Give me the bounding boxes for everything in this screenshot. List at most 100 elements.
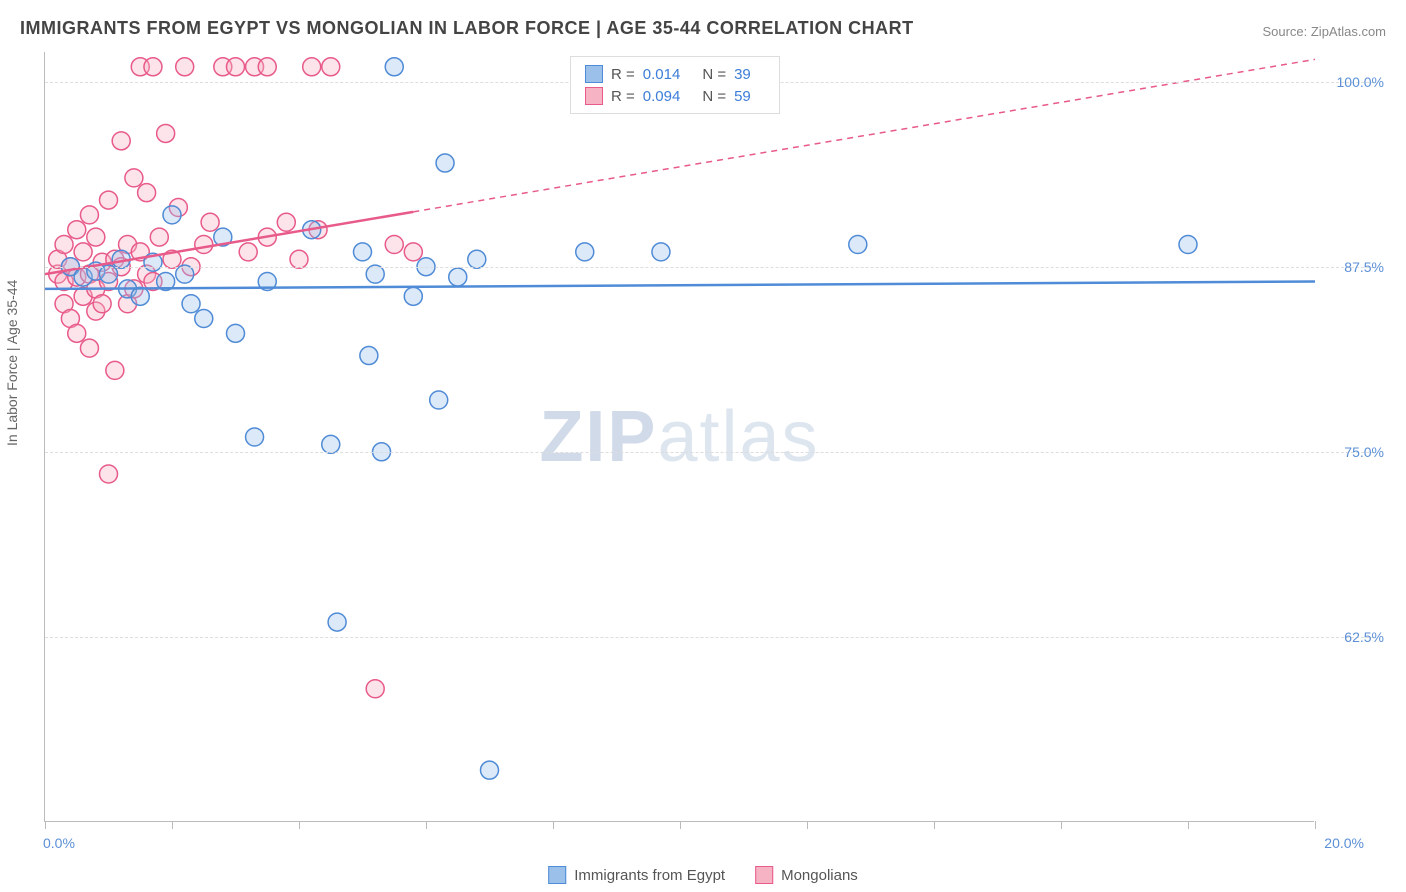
data-point bbox=[366, 265, 384, 283]
data-point bbox=[80, 206, 98, 224]
data-point bbox=[227, 58, 245, 76]
data-point bbox=[849, 236, 867, 254]
x-tick bbox=[934, 821, 935, 829]
x-tick bbox=[807, 821, 808, 829]
scatter-svg bbox=[45, 52, 1375, 822]
gridline bbox=[45, 267, 1374, 268]
data-point bbox=[360, 347, 378, 365]
data-point bbox=[328, 613, 346, 631]
x-tick bbox=[45, 821, 46, 829]
correlation-legend: R = 0.014 N = 39 R = 0.094 N = 59 bbox=[570, 56, 780, 114]
data-point bbox=[93, 295, 111, 313]
x-axis-max-label: 20.0% bbox=[1324, 835, 1364, 851]
data-point bbox=[385, 236, 403, 254]
y-axis-title: In Labor Force | Age 35-44 bbox=[4, 280, 20, 446]
gridline bbox=[45, 452, 1374, 453]
data-point bbox=[68, 221, 86, 239]
n-value-mongolian: 59 bbox=[734, 88, 751, 105]
data-point bbox=[1179, 236, 1197, 254]
data-point bbox=[163, 206, 181, 224]
data-point bbox=[106, 361, 124, 379]
data-point bbox=[87, 228, 105, 246]
data-point bbox=[80, 339, 98, 357]
legend-swatch-egypt bbox=[585, 65, 603, 83]
y-tick-label: 75.0% bbox=[1344, 444, 1384, 460]
trendline-solid bbox=[45, 282, 1315, 289]
data-point bbox=[100, 191, 118, 209]
data-point bbox=[449, 268, 467, 286]
x-tick bbox=[1061, 821, 1062, 829]
data-point bbox=[112, 132, 130, 150]
data-point bbox=[239, 243, 257, 261]
r-value-mongolian: 0.094 bbox=[643, 88, 681, 105]
data-point bbox=[322, 58, 340, 76]
data-point bbox=[576, 243, 594, 261]
r-label: R = bbox=[611, 88, 635, 105]
data-point bbox=[55, 236, 73, 254]
data-point bbox=[176, 265, 194, 283]
n-label: N = bbox=[702, 66, 726, 83]
legend-label-mongolian: Mongolians bbox=[781, 867, 858, 884]
data-point bbox=[258, 58, 276, 76]
x-tick bbox=[172, 821, 173, 829]
legend-item-egypt: Immigrants from Egypt bbox=[548, 866, 725, 884]
data-point bbox=[195, 310, 213, 328]
data-point bbox=[404, 243, 422, 261]
r-value-egypt: 0.014 bbox=[643, 66, 681, 83]
chart-title: IMMIGRANTS FROM EGYPT VS MONGOLIAN IN LA… bbox=[20, 18, 914, 39]
data-point bbox=[144, 58, 162, 76]
data-point bbox=[68, 324, 86, 342]
x-tick bbox=[1315, 821, 1316, 829]
data-point bbox=[74, 243, 92, 261]
legend-row-mongolian: R = 0.094 N = 59 bbox=[585, 85, 765, 107]
source-attribution: Source: ZipAtlas.com bbox=[1262, 24, 1386, 39]
y-tick-label: 100.0% bbox=[1337, 74, 1384, 90]
data-point bbox=[322, 435, 340, 453]
data-point bbox=[436, 154, 454, 172]
data-point bbox=[652, 243, 670, 261]
data-point bbox=[385, 58, 403, 76]
data-point bbox=[290, 250, 308, 268]
legend-swatch-mongolian-bottom bbox=[755, 866, 773, 884]
data-point bbox=[182, 295, 200, 313]
data-point bbox=[157, 124, 175, 142]
n-label: N = bbox=[702, 88, 726, 105]
data-point bbox=[125, 169, 143, 187]
data-point bbox=[481, 761, 499, 779]
x-axis-min-label: 0.0% bbox=[43, 835, 75, 851]
data-point bbox=[246, 428, 264, 446]
data-point bbox=[404, 287, 422, 305]
legend-swatch-egypt-bottom bbox=[548, 866, 566, 884]
series-legend: Immigrants from Egypt Mongolians bbox=[548, 866, 858, 884]
y-tick-label: 62.5% bbox=[1344, 629, 1384, 645]
data-point bbox=[277, 213, 295, 231]
data-point bbox=[138, 184, 156, 202]
data-point bbox=[468, 250, 486, 268]
plot-area: ZIPatlas 0.0% 20.0% 62.5%75.0%87.5%100.0… bbox=[44, 52, 1314, 822]
x-tick bbox=[426, 821, 427, 829]
x-tick bbox=[553, 821, 554, 829]
data-point bbox=[176, 58, 194, 76]
data-point bbox=[303, 58, 321, 76]
data-point bbox=[150, 228, 168, 246]
data-point bbox=[227, 324, 245, 342]
gridline bbox=[45, 637, 1374, 638]
data-point bbox=[100, 265, 118, 283]
data-point bbox=[201, 213, 219, 231]
legend-item-mongolian: Mongolians bbox=[755, 866, 858, 884]
data-point bbox=[100, 465, 118, 483]
legend-swatch-mongolian bbox=[585, 87, 603, 105]
data-point bbox=[354, 243, 372, 261]
r-label: R = bbox=[611, 66, 635, 83]
legend-row-egypt: R = 0.014 N = 39 bbox=[585, 63, 765, 85]
x-tick bbox=[299, 821, 300, 829]
data-point bbox=[195, 236, 213, 254]
n-value-egypt: 39 bbox=[734, 66, 751, 83]
data-point bbox=[366, 680, 384, 698]
y-tick-label: 87.5% bbox=[1344, 259, 1384, 275]
legend-label-egypt: Immigrants from Egypt bbox=[574, 867, 725, 884]
x-tick bbox=[1188, 821, 1189, 829]
x-tick bbox=[680, 821, 681, 829]
data-point bbox=[131, 287, 149, 305]
data-point bbox=[430, 391, 448, 409]
